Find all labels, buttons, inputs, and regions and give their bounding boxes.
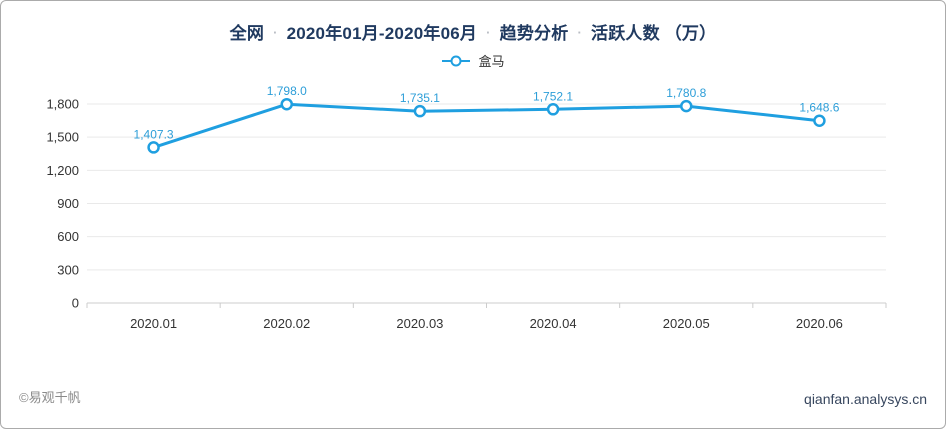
watermark-copyright: ©易观千帆: [19, 390, 81, 405]
y-axis-tick-label: 1,500: [46, 130, 79, 145]
data-point-marker[interactable]: [813, 114, 826, 127]
y-axis-tick-label: 1,800: [46, 97, 79, 112]
y-axis-tick-label: 300: [57, 262, 79, 277]
x-axis-tick-label: 2020.01: [130, 316, 177, 331]
legend-item-hema[interactable]: 盒马: [1, 51, 945, 70]
x-axis-tick-label: 2020.05: [663, 316, 710, 331]
chart-title: 全网 · 2020年01月-2020年06月 · 趋势分析 · 活跃人数 （万）: [1, 19, 945, 44]
data-point-marker[interactable]: [147, 141, 160, 154]
title-part: 活跃人数 （万）: [591, 24, 717, 43]
x-axis-tick-label: 2020.03: [396, 316, 443, 331]
title-part: 趋势分析: [499, 24, 569, 43]
title-part: 全网: [229, 24, 265, 43]
data-point-marker[interactable]: [413, 104, 427, 118]
watermark-site-url: qianfan.analysys.cn: [804, 391, 927, 407]
data-point-label: 1,752.1: [533, 89, 573, 103]
title-part: 2020年01月-2020年06月: [286, 24, 478, 43]
x-axis-tick-label: 2020.02: [263, 316, 310, 331]
series-line: [152, 102, 821, 149]
data-point-label: 1,735.1: [400, 91, 440, 105]
data-point-label: 1,648.6: [799, 101, 839, 115]
data-point-marker[interactable]: [280, 97, 293, 111]
x-axis-tick-label: 2020.04: [530, 316, 577, 331]
y-axis-tick-label: 1,200: [46, 163, 79, 178]
y-axis-tick-label: 0: [72, 296, 79, 311]
data-point-label: 1,798.0: [267, 84, 307, 98]
legend-marker-icon: [442, 55, 471, 66]
title-separator-dot: ·: [577, 25, 582, 40]
legend-label: 盒马: [478, 54, 505, 69]
x-axis-tick-label: 2020.06: [796, 316, 843, 331]
y-axis-tick-label: 600: [57, 229, 79, 244]
data-point-label: 1,780.8: [666, 86, 706, 100]
data-point-marker[interactable]: [680, 99, 693, 113]
title-separator-dot: ·: [486, 25, 491, 40]
data-point-label: 1,407.3: [134, 127, 174, 141]
y-axis-tick-label: 900: [57, 196, 79, 211]
title-separator-dot: ·: [273, 25, 278, 40]
data-point-marker[interactable]: [546, 103, 560, 116]
